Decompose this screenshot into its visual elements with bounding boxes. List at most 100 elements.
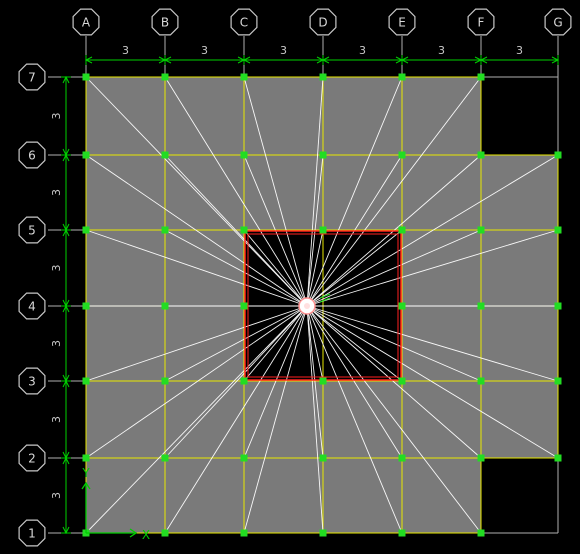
- octagon-bubble-icon: [18, 141, 46, 169]
- dimension-arrow: [163, 56, 172, 64]
- octagon-bubble-icon: [18, 444, 46, 472]
- joint-D5[interactable]: [319, 226, 327, 234]
- joint-G2[interactable]: [554, 454, 562, 462]
- joint-E4[interactable]: [398, 302, 406, 310]
- grid-bubble-6[interactable]: 6: [18, 141, 46, 169]
- joint-B3[interactable]: [161, 377, 169, 385]
- octagon-bubble-icon: [18, 63, 46, 91]
- joint-G5[interactable]: [554, 226, 562, 234]
- octagon-bubble-icon: [18, 216, 46, 244]
- joint-B1[interactable]: [161, 529, 169, 537]
- grid-bubble-label: D: [318, 16, 327, 30]
- link-F7: [306, 76, 482, 307]
- grid-bubble-4[interactable]: 4: [18, 292, 46, 320]
- link-B5: [164, 229, 308, 307]
- grid-bubble-3[interactable]: 3: [18, 367, 46, 395]
- joint-D3[interactable]: [319, 377, 327, 385]
- joint-G3[interactable]: [554, 377, 562, 385]
- grid-bubble-C[interactable]: C: [230, 8, 258, 36]
- octagon-bubble-icon: [18, 367, 46, 395]
- grid-bubbles[interactable]: A B C D E F G 7 6 5 4 3 2 1: [18, 8, 572, 547]
- joint-A6[interactable]: [82, 151, 90, 159]
- joint-E7[interactable]: [398, 73, 406, 81]
- joint-C5[interactable]: [240, 226, 248, 234]
- grid-bubble-F[interactable]: F: [467, 8, 495, 36]
- grid-bubble-A[interactable]: A: [72, 8, 100, 36]
- joint-F1[interactable]: [477, 529, 485, 537]
- octagon-bubble-icon: [18, 292, 46, 320]
- link-D5: [306, 229, 324, 307]
- dimension-lines: 3 3 3 3 3 3 3 3 3 3 3 3: [50, 44, 560, 535]
- joint-G6[interactable]: [554, 151, 562, 159]
- joints[interactable]: [82, 73, 562, 537]
- joint-C1[interactable]: [240, 529, 248, 537]
- joint-D7[interactable]: [319, 73, 327, 81]
- grid-bubble-B[interactable]: B: [151, 8, 179, 36]
- joint-E3[interactable]: [398, 377, 406, 385]
- grid-bubble-5[interactable]: 5: [18, 216, 46, 244]
- joint-F2[interactable]: [477, 454, 485, 462]
- joint-F3[interactable]: [477, 377, 485, 385]
- joint-C6[interactable]: [240, 151, 248, 159]
- grid-bubble-label: 2: [28, 452, 36, 466]
- dimension-arrow: [62, 304, 70, 313]
- dimension-label-x: 3: [280, 44, 287, 57]
- joint-E6[interactable]: [398, 151, 406, 159]
- joint-A7[interactable]: [82, 73, 90, 81]
- joint-F6[interactable]: [477, 151, 485, 159]
- joint-E5[interactable]: [398, 226, 406, 234]
- opening-edge-inner: [247, 233, 399, 378]
- joint-B4[interactable]: [161, 302, 169, 310]
- joint-G4[interactable]: [554, 302, 562, 310]
- joint-B5[interactable]: [161, 226, 169, 234]
- grid-bubble-label: 4: [28, 300, 36, 314]
- joint-C4[interactable]: [240, 302, 248, 310]
- joint-E2[interactable]: [398, 454, 406, 462]
- joint-F7[interactable]: [477, 73, 485, 81]
- link-B6: [164, 154, 308, 307]
- link-G5: [306, 229, 559, 307]
- link-C7: [243, 76, 308, 307]
- joint-C7[interactable]: [240, 73, 248, 81]
- link-E3: [306, 305, 403, 382]
- octagon-bubble-icon: [388, 8, 416, 36]
- joint-A4[interactable]: [82, 302, 90, 310]
- dimension-label-x: 3: [438, 44, 445, 57]
- link-B3: [164, 305, 308, 382]
- link-D7: [306, 76, 324, 307]
- joint-B6[interactable]: [161, 151, 169, 159]
- grid-bubble-G[interactable]: G: [544, 8, 572, 36]
- grid-bubble-label: 3: [28, 375, 36, 389]
- dimension-arrow: [62, 153, 70, 162]
- joint-C2[interactable]: [240, 454, 248, 462]
- grid-bubble-2[interactable]: 2: [18, 444, 46, 472]
- x-axis-label: X: [142, 528, 150, 542]
- link-B2: [164, 305, 308, 459]
- joint-D1[interactable]: [319, 529, 327, 537]
- octagon-bubble-icon: [309, 8, 337, 36]
- joint-F4[interactable]: [477, 302, 485, 310]
- octagon-bubble-icon: [151, 8, 179, 36]
- grid-bubble-D[interactable]: D: [309, 8, 337, 36]
- grid-bubble-1[interactable]: 1: [18, 519, 46, 547]
- grid-bubble-7[interactable]: 7: [18, 63, 46, 91]
- joint-F5[interactable]: [477, 226, 485, 234]
- link-A2: [85, 305, 308, 459]
- joint-E1[interactable]: [398, 529, 406, 537]
- joint-B2[interactable]: [161, 454, 169, 462]
- joint-D2[interactable]: [319, 454, 327, 462]
- joint-A5[interactable]: [82, 226, 90, 234]
- grid-bubble-E[interactable]: E: [388, 8, 416, 36]
- octagon-bubble-icon: [72, 8, 100, 36]
- joint-C3[interactable]: [240, 377, 248, 385]
- joint-A3[interactable]: [82, 377, 90, 385]
- joint-A2[interactable]: [82, 454, 90, 462]
- octagon-bubble-icon: [467, 8, 495, 36]
- link-G6: [306, 154, 559, 307]
- joint-B7[interactable]: [161, 73, 169, 81]
- joint-D6[interactable]: [319, 151, 327, 159]
- link-C1: [243, 305, 308, 534]
- xy-axis-icon: XY: [81, 466, 150, 542]
